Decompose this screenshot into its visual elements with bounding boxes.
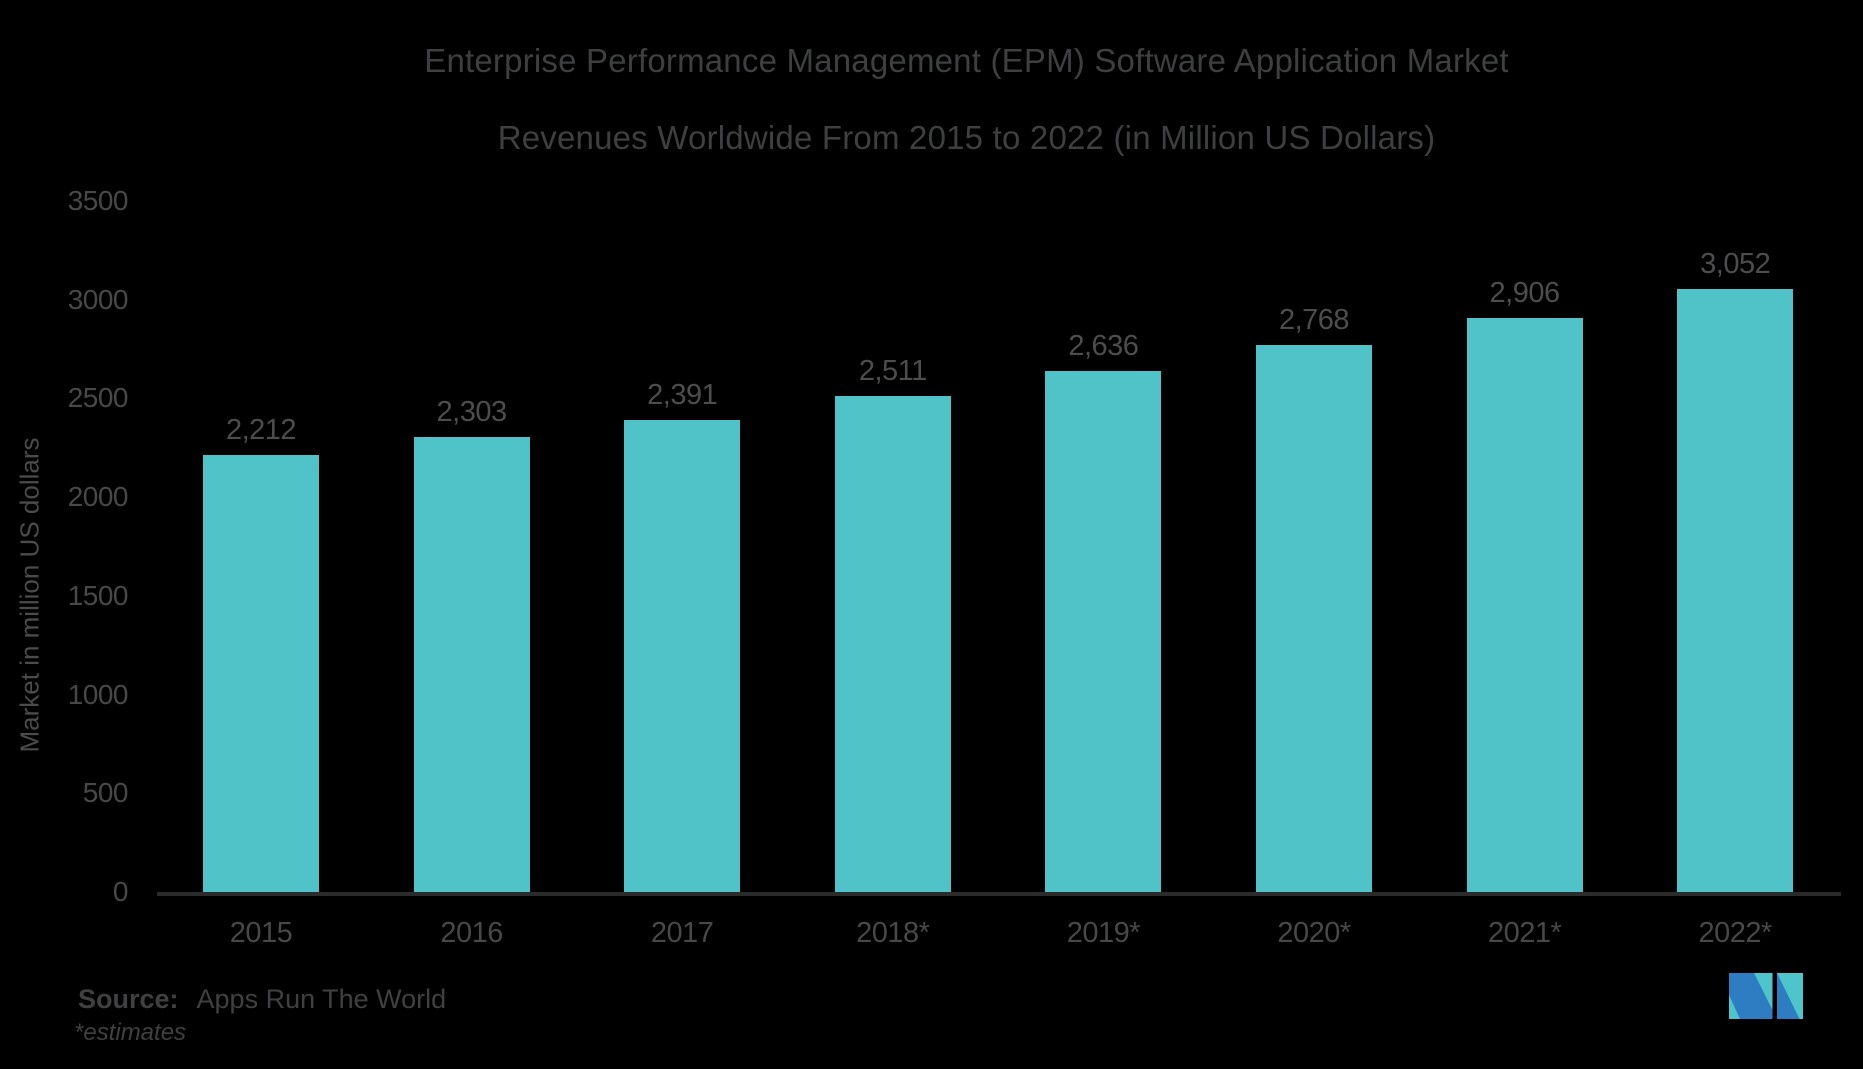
bar xyxy=(413,437,530,892)
chart-title-line2: Revenues Worldwide From 2015 to 2022 (in… xyxy=(497,119,1436,156)
y-axis-tick-label: 1500 xyxy=(67,579,129,611)
bar xyxy=(834,396,951,892)
x-axis-tick-label: 2021* xyxy=(1487,917,1562,949)
mordor-intelligence-logo xyxy=(1729,973,1803,1019)
estimates-note: *estimates xyxy=(74,1019,187,1046)
bar xyxy=(1677,289,1794,892)
bar xyxy=(624,420,741,892)
y-axis-tick-label: 3000 xyxy=(67,283,129,315)
bar-value-label: 2,303 xyxy=(436,396,508,428)
x-axis-tick-label: 2020* xyxy=(1277,917,1351,949)
bar xyxy=(1256,345,1372,892)
x-axis-tick-label: 2018* xyxy=(856,917,930,949)
source-label: Source: xyxy=(78,984,179,1014)
logo-m-mark xyxy=(1729,973,1803,1019)
bar xyxy=(1466,318,1583,892)
bar-value-label: 2,511 xyxy=(858,355,927,387)
x-axis-tick-label: 2017 xyxy=(650,917,714,949)
x-axis-tick-label: 2016 xyxy=(440,917,503,949)
y-axis-tick-label: 3500 xyxy=(67,184,129,216)
bar-value-label: 2,391 xyxy=(647,379,718,411)
source-line: Source: Apps Run The World xyxy=(78,984,446,1014)
y-axis-tick-label: 0 xyxy=(112,876,129,907)
bar-value-label: 2,906 xyxy=(1489,277,1561,309)
bar-value-label: 3,052 xyxy=(1700,248,1771,280)
x-axis-tick-label: 2022* xyxy=(1698,917,1773,949)
y-axis-tick-label: 500 xyxy=(82,777,129,809)
x-axis-line xyxy=(157,892,1841,896)
chart-title-line1: Enterprise Performance Management (EPM) … xyxy=(424,42,1509,79)
bar xyxy=(1045,371,1162,892)
x-axis-tick-label: 2019* xyxy=(1066,917,1141,949)
chart-title: Enterprise Performance Management (EPM) … xyxy=(0,22,1863,176)
bar-value-label: 2,636 xyxy=(1068,330,1139,362)
bar xyxy=(203,455,319,892)
bar-value-label: 2,212 xyxy=(225,414,297,446)
x-axis-tick-label: 2015 xyxy=(229,917,293,949)
y-axis-tick-label: 2000 xyxy=(67,481,129,512)
bar-value-label: 2,768 xyxy=(1278,304,1350,336)
source-text: Apps Run The World xyxy=(196,984,447,1014)
y-axis-tick-label: 2500 xyxy=(67,382,129,414)
y-axis-tick-label: 1000 xyxy=(67,678,129,710)
